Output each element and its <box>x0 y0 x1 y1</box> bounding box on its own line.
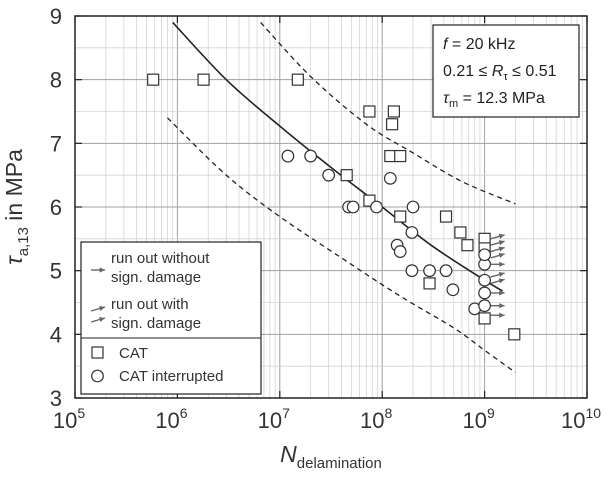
cat-point <box>423 277 436 290</box>
legend-frame <box>80 241 262 395</box>
cat-point <box>508 328 521 341</box>
x-axis-title: Ndelamination <box>280 441 382 472</box>
cat-interrupted-point <box>393 245 407 258</box>
x-tick-label: 109 <box>462 405 494 433</box>
y-tick-label: 6 <box>50 195 62 220</box>
legend-cat-label: CAT <box>119 345 148 362</box>
cat-interrupted-point <box>405 264 419 278</box>
param-stress-ratio: 0.21 ≤ Rτ ≤ 0.51 <box>443 63 557 83</box>
cat-point <box>387 105 400 118</box>
cat-point <box>340 169 353 182</box>
param-mean-stress: τm = 12.3 MPa <box>443 90 545 110</box>
runout-arrow <box>91 267 105 273</box>
y-axis-title-sub: a,13 <box>15 227 32 256</box>
cat-point <box>461 239 474 252</box>
y-tick-label: 4 <box>50 322 62 347</box>
parameter-box: f = 20 kHz 0.21 ≤ Rτ ≤ 0.51 τm = 12.3 MP… <box>432 24 580 118</box>
legend: run out without sign. damage run out with s… <box>80 241 262 395</box>
cat-interrupted-point <box>405 226 419 239</box>
cat-point <box>439 210 453 223</box>
cat-interrupted-point <box>304 149 318 163</box>
parameter-box-frame <box>432 24 580 118</box>
runout-arrow-damage <box>490 252 505 259</box>
legend-runout-no-damage-line1: run out without <box>111 250 210 267</box>
cat-interrupted-point <box>478 299 492 313</box>
x-tick-label: 108 <box>360 405 392 433</box>
y-axis-title: τa,13 in MPa <box>1 149 32 265</box>
cat-point <box>363 194 376 207</box>
legend-runout-damage-line2: sign. damage <box>111 315 201 332</box>
runout-arrow <box>490 290 505 296</box>
y-tick-label: 8 <box>50 68 62 93</box>
cat-point <box>291 73 304 86</box>
ticks <box>74 15 588 399</box>
cat-interrupted-point <box>446 283 460 297</box>
cat-point <box>394 149 407 163</box>
cat-interrupted-point <box>383 171 397 185</box>
cat-point <box>197 73 210 86</box>
cat-interrupted-point <box>346 200 360 214</box>
param-frequency: f = 20 kHz <box>443 36 515 53</box>
legend-cat-interrupted-label: CAT interrupted <box>119 368 224 385</box>
cat-point <box>147 73 160 86</box>
x-tick-label: 105 <box>53 405 85 433</box>
runout-arrows <box>490 233 505 318</box>
cat-interrupted-point <box>478 286 492 300</box>
runout-arrow-damage <box>490 233 505 240</box>
legend-square-marker <box>91 346 104 359</box>
y-axis-title-rest: in MPa <box>1 149 27 227</box>
cat-point <box>454 226 467 239</box>
y-tick-label: 3 <box>50 386 62 411</box>
cat-point <box>478 312 491 325</box>
runout-arrow-damage <box>90 316 106 323</box>
curve-mean <box>172 21 504 292</box>
tick-labels: 105 106 107 108 109 1010 3 4 5 6 7 8 9 <box>50 4 601 433</box>
cat-interrupted-point <box>322 168 336 182</box>
curve-upper <box>260 21 516 205</box>
data-points <box>147 73 521 341</box>
runout-arrow-damage <box>90 305 106 312</box>
cat-interrupted-point <box>478 248 492 262</box>
x-tick-label: 106 <box>155 405 187 433</box>
cat-interrupted-point <box>439 264 453 278</box>
y-tick-label: 7 <box>50 131 62 156</box>
legend-runout-no-damage-line2: sign. damage <box>111 269 201 286</box>
cat-interrupted-point <box>478 273 492 287</box>
legend-runout-damage-line1: run out with <box>111 296 189 313</box>
cat-interrupted-point <box>370 200 383 214</box>
runout-arrow <box>490 261 505 267</box>
fit-curves <box>167 21 516 374</box>
y-axis-title-main: τ <box>1 255 27 265</box>
runout-arrow-damage <box>490 278 505 285</box>
cat-interrupted-point <box>423 264 436 278</box>
runout-arrow-damage <box>490 240 505 246</box>
runout-arrow-damage <box>490 272 505 278</box>
cat-interrupted-point <box>406 200 420 214</box>
legend-circle-marker <box>91 369 104 383</box>
runout-arrow <box>490 303 505 309</box>
runout-arrow <box>490 312 505 318</box>
cat-point <box>394 210 407 223</box>
cat-interrupted-point <box>281 149 295 163</box>
curve-lower <box>167 117 516 374</box>
x-axis-title-sub: delamination <box>297 455 382 472</box>
cat-point <box>386 118 399 131</box>
x-tick-label: 107 <box>258 405 290 433</box>
y-tick-label: 5 <box>50 259 62 284</box>
cat-point <box>363 105 376 118</box>
x-tick-label: 1010 <box>561 405 601 433</box>
runout-arrow-damage <box>490 246 505 253</box>
x-axis-title-main: N <box>280 441 297 467</box>
y-tick-label: 9 <box>50 4 62 29</box>
